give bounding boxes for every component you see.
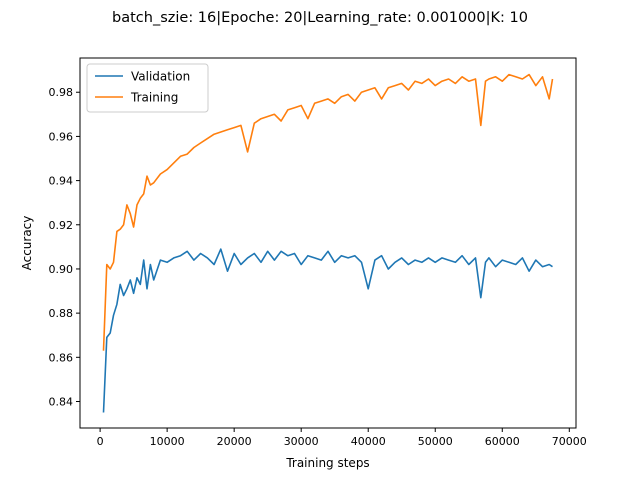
y-tick-label: 0.94 [49, 175, 74, 188]
series-line-training [102, 73, 554, 351]
x-tick-label: 20000 [217, 435, 252, 448]
y-axis-label: Accuracy [20, 216, 34, 271]
plot-lines [102, 73, 554, 413]
legend: Validation Training [86, 63, 209, 113]
y-tick-label: 0.84 [49, 395, 74, 408]
y-tick-label: 0.88 [49, 307, 74, 320]
x-axis-label: Training steps [285, 456, 369, 470]
x-tick-label: 10000 [150, 435, 185, 448]
y-axis: 0.84 0.86 0.88 0.90 0.92 0.94 0.96 0.98 [49, 86, 80, 408]
y-tick-label: 0.90 [49, 263, 74, 276]
y-tick-label: 0.96 [49, 130, 74, 143]
x-tick-label: 50000 [418, 435, 453, 448]
legend-label-training: Training [130, 91, 178, 105]
legend-label-validation: Validation [131, 70, 190, 84]
y-tick-label: 0.98 [49, 86, 74, 99]
x-tick-label: 30000 [284, 435, 319, 448]
chart-title: batch_szie: 16|Epoche: 20|Learning_rate:… [112, 10, 528, 26]
series-line-validation [102, 248, 553, 413]
plot-frame [79, 57, 577, 429]
x-tick-label: 60000 [485, 435, 520, 448]
y-tick-label: 0.86 [49, 351, 74, 364]
x-axis: 0 10000 20000 30000 40000 50000 60000 70000 [97, 428, 587, 448]
x-tick-label: 40000 [351, 435, 386, 448]
y-tick-label: 0.92 [49, 219, 74, 232]
x-tick-label: 70000 [552, 435, 587, 448]
x-tick-label: 0 [97, 435, 104, 448]
